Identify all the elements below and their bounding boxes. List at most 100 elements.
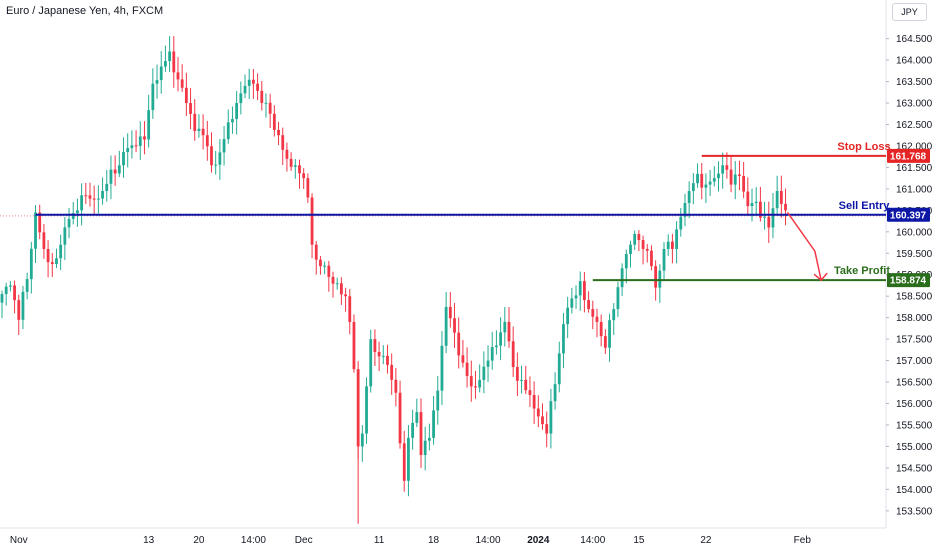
candle-body [696,173,699,184]
candle-body [557,353,561,385]
candle-body [46,248,50,263]
projection-arrow [786,212,822,281]
y-tick-label: 164.000 [896,56,932,67]
candle-body [444,306,448,346]
candle-body [76,210,79,214]
candle-body [205,135,209,147]
candle-body [159,66,163,81]
candle-body [339,283,343,295]
candle-body [486,360,490,367]
y-tick-label: 161.000 [896,184,932,195]
candle-body [80,195,84,211]
candle-body [331,276,335,284]
candle-body [272,113,276,130]
candle-body [650,250,653,267]
currency-selector[interactable]: JPY [892,3,927,21]
candle-body [168,51,171,62]
candle-body [545,424,549,434]
y-tick-label: 162.000 [896,141,932,152]
candle-body [298,165,301,174]
candle-body [180,79,184,88]
candle-body [482,366,486,380]
candle-body [4,286,8,295]
candle-body [629,244,632,254]
candle-body [122,152,125,166]
y-tick-label: 162.500 [896,120,932,131]
candle-body [704,184,708,188]
candle-body [222,139,226,153]
candle-body [63,227,67,245]
candle-body [109,169,113,184]
candle-body [767,216,771,228]
candle-body [310,197,314,245]
x-tick-label: 15 [633,535,645,546]
candle-body [25,279,29,292]
candle-body [511,341,515,368]
x-tick-label: 11 [374,535,385,546]
candle-body [411,422,415,438]
candle-body [478,379,482,388]
candle-body [620,268,624,288]
candle-body [352,321,356,370]
candle-body [750,203,754,207]
candle-body [239,93,243,104]
candle-body [423,440,427,456]
candle-body [595,316,599,322]
candle-body [721,165,725,174]
candle-body [214,164,218,166]
candle-body [729,169,733,185]
candle-body [369,339,373,387]
candle-body [59,244,63,259]
candle-body [34,212,37,249]
candle-body [105,183,109,192]
candle-body [524,379,528,391]
candle-body [243,85,247,94]
candle-body [578,281,582,296]
candle-body [29,248,33,280]
candle-body [784,203,787,211]
candle-body [42,232,46,249]
candle-body [503,321,507,333]
candle-body [252,79,255,84]
candle-body [738,174,741,176]
candle-body [126,148,130,153]
candle-body [390,364,394,380]
candle-body [658,270,662,288]
candle-body [495,345,498,348]
candle-body [587,300,590,310]
candle-body [113,169,117,174]
y-tick-label: 158.000 [896,313,932,324]
candle-body [457,332,461,356]
candle-body [231,119,234,123]
candle-body [603,336,607,348]
candle-body [591,309,595,317]
stop-loss-label: Stop Loss [837,141,890,153]
candle-body [771,208,775,228]
candle-body [130,145,134,149]
candle-body [226,122,230,140]
candle-body [683,203,687,217]
candle-body [210,146,213,166]
candle-body [541,416,544,425]
y-tick-label: 161.500 [896,163,932,174]
candle-body [691,183,695,192]
candle-body [92,198,96,200]
candle-body [712,178,716,182]
candle-body [260,90,264,104]
candle-body [432,410,435,438]
candle-body [499,332,503,346]
candle-body [490,347,494,361]
candle-body [84,195,88,197]
x-tick-label: 14:00 [476,535,501,546]
y-tick-label: 155.500 [896,420,932,431]
candle-body [268,102,272,114]
candle-body [50,262,54,264]
y-tick-label: 164.500 [896,34,932,45]
y-tick-label: 156.500 [896,378,932,389]
y-tick-label: 158.500 [896,292,932,303]
candle-body [624,253,628,269]
y-tick-label: 154.000 [896,485,932,496]
candle-body [189,103,192,114]
candle-body [13,285,16,301]
